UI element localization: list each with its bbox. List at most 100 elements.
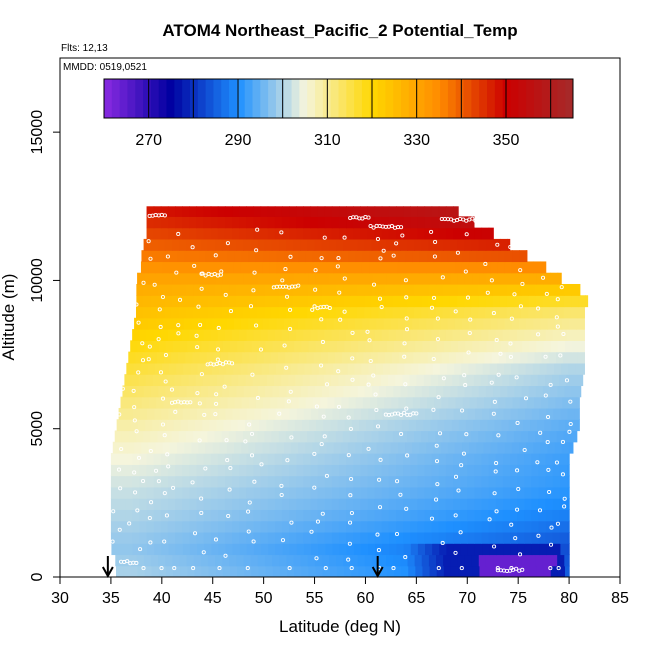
field-cell-565 [445,475,454,488]
field-cell-1139 [380,374,389,387]
obs-point-130 [277,411,282,416]
field-cell-190 [553,543,562,556]
field-cell-94 [329,554,337,567]
field-cell-573 [502,475,511,488]
field-cell-1492 [157,306,166,319]
field-cell-945 [382,407,391,420]
field-cell-270 [196,520,205,533]
obs-point-278 [494,337,499,343]
field-cell-738 [290,441,299,454]
field-cell-1531 [435,306,444,319]
field-cell-604 [260,464,269,477]
field-cell-1624 [193,283,202,296]
field-cell-1223 [518,362,527,375]
field-cell-1238 [163,351,172,364]
field-cell-1152 [473,374,482,387]
field-cell-624 [403,464,411,477]
obs-point-181 [342,276,347,281]
field-cell-494 [403,486,411,499]
field-cell-444 [510,498,518,510]
obs-point-39 [156,337,161,342]
field-cell-938 [332,407,341,420]
field-cell-650 [125,453,133,465]
field-cell-217 [281,531,290,544]
field-cell-1756 [262,261,270,274]
field-cell-709 [545,453,554,465]
field-cell-1403 [431,329,440,341]
field-cell-1085 [457,385,466,398]
field-cell-1599 [471,295,480,308]
field-cell-164 [368,543,376,556]
field-cell-1159 [523,374,532,387]
field-cell-987 [220,396,229,409]
field-cell-685 [374,453,383,465]
obs-point-171 [348,426,353,431]
field-cell-20 [258,565,267,577]
field-cell-87 [279,554,287,567]
field-cell-461 [167,486,176,499]
field-cell-1525 [392,306,401,319]
field-cell-1992 [431,216,440,229]
obs-point-78 [196,304,201,309]
field-cell-804 [300,430,308,443]
field-cell-1314 [251,340,260,353]
field-cell-1743 [169,261,178,274]
field-cell-1183 [233,362,241,375]
field-cell-1626 [207,283,216,296]
field-cell-157 [318,543,326,556]
obs-point-8 [141,566,146,571]
field-cell-628 [431,464,440,477]
obs-point-90 [224,438,229,443]
field-cell-315 [517,520,525,533]
field-cell-667 [246,453,255,465]
field-cell-438 [467,498,475,510]
obs-point-21 [140,358,146,363]
field-cell-472 [246,486,255,499]
field-cell-1255 [285,351,293,364]
field-cell-1389 [331,329,340,341]
field-cell-823 [435,430,444,443]
obs-point-176 [350,356,355,361]
field-cell-294 [367,520,376,533]
field-cell-786 [171,430,180,443]
field-cell-209 [224,531,233,544]
field-cell-1701 [293,272,302,285]
field-cell-988 [227,396,236,409]
field-cell-1370 [196,329,205,341]
obs-point-182 [335,264,340,269]
field-cell-1266 [363,351,372,364]
field-cell-748 [362,441,370,454]
field-cell-387 [567,509,570,522]
field-cell-1170 [140,362,149,375]
field-cell-334 [189,509,198,522]
field-cell-510 [517,486,525,499]
field-cell-467 [210,486,219,499]
field-cell-832 [499,430,508,443]
field-cell-1666 [492,283,501,296]
colorbar-segment-30 [338,79,347,118]
field-cell-1061 [286,385,295,398]
field-cell-1841 [462,250,470,263]
field-cell-502 [460,486,468,499]
field-cell-1044 [165,385,173,398]
field-cell-603 [253,464,262,477]
field-cell-639 [510,464,518,477]
field-cell-1757 [269,261,277,274]
field-cell-1600 [478,295,487,308]
field-cell-1132 [331,374,339,387]
field-cell-682 [353,453,361,465]
field-cell-2020 [303,206,312,217]
field-cell-734 [262,441,271,454]
field-cell-1570 [264,295,273,308]
field-cell-422 [353,498,361,510]
field-cell-204 [189,531,198,544]
field-cell-1748 [205,261,213,274]
field-cell-1244 [206,351,215,364]
field-cell-225 [338,531,347,544]
field-cell-1145 [423,374,432,387]
field-cell-1186 [254,362,263,375]
field-cell-808 [328,430,337,443]
field-cell-1382 [281,329,290,341]
field-cell-1436 [212,317,221,330]
field-cell-1013 [405,396,414,409]
